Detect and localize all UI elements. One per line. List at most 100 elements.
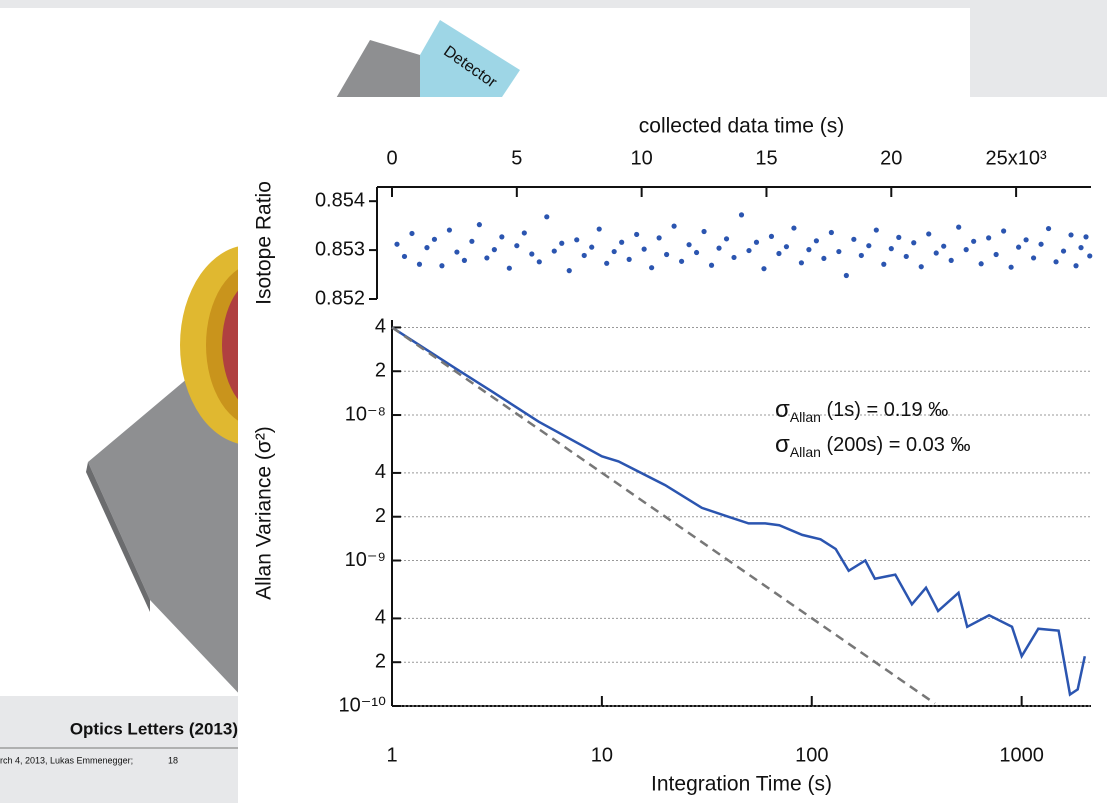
scatter-point xyxy=(941,243,947,249)
scatter-point xyxy=(1068,232,1074,238)
annotation-text: (1s) = 0.19 ‰ xyxy=(821,399,948,421)
scatter-point xyxy=(1030,255,1037,261)
annotation-text: (200s) = 0.03 ‰ xyxy=(821,434,971,456)
scatter-point xyxy=(693,249,700,256)
y-tick-label: 0.852 xyxy=(315,287,365,309)
scatter-point xyxy=(454,249,460,255)
scatter-point xyxy=(476,222,482,228)
page-number: 18 xyxy=(168,755,178,765)
x-tick-label: 10 xyxy=(591,744,613,766)
scatter-point xyxy=(1087,253,1093,259)
scatter-point xyxy=(1001,228,1007,234)
scatter-point xyxy=(671,223,677,229)
x-tick-label: 0 xyxy=(386,147,397,169)
reference-line xyxy=(391,326,936,705)
y-tick-label: 2 xyxy=(375,650,386,672)
scatter-point xyxy=(461,257,467,263)
scatter-point xyxy=(1053,259,1059,265)
scatter-point xyxy=(806,247,812,253)
scatter-point xyxy=(896,234,902,240)
scatter-point xyxy=(783,244,790,250)
annotation-subscript: Allan xyxy=(790,444,821,460)
scatter-point xyxy=(664,251,670,258)
scatter-point xyxy=(933,250,939,256)
scatter-point xyxy=(1045,225,1052,232)
scatter-point xyxy=(761,266,767,272)
x-axis-label: Integration Time (s) xyxy=(651,773,832,796)
scatter-point xyxy=(1023,237,1029,243)
scatter-point xyxy=(768,233,775,239)
scatter-point xyxy=(971,238,977,244)
scatter-point xyxy=(581,252,587,259)
scatter-point xyxy=(1060,248,1067,254)
scatter-point xyxy=(1008,264,1014,270)
annotation: σAllan (1s) = 0.19 ‰ xyxy=(775,396,948,424)
scatter-point xyxy=(708,262,715,268)
scatter-point xyxy=(596,226,602,232)
scatter-point xyxy=(776,250,782,257)
scatter-point xyxy=(611,248,617,255)
scatter-point xyxy=(851,236,857,242)
scatter-point xyxy=(439,263,445,269)
scatter-point xyxy=(926,231,932,237)
scatter-point xyxy=(963,247,969,253)
y-tick-label: 4 xyxy=(375,461,386,483)
y-tick-label: 10⁻⁸ xyxy=(345,403,386,425)
scatter-point xyxy=(716,245,722,251)
scatter-point xyxy=(821,255,827,262)
scatter-point xyxy=(469,238,475,244)
scatter-point xyxy=(536,259,542,265)
x-tick-label: 5 xyxy=(511,147,522,169)
scatter-point xyxy=(424,245,430,251)
scatter-point xyxy=(521,230,527,236)
scatter-point xyxy=(978,261,984,267)
y-tick-label: 0.854 xyxy=(315,189,365,211)
scatter-point xyxy=(1016,244,1022,250)
scatter-point xyxy=(431,236,438,242)
scatter-point xyxy=(619,239,625,245)
scatter-point xyxy=(918,264,924,270)
y-axis-label: Allan Variance (σ²) xyxy=(253,426,276,600)
x-tick-label: 15 xyxy=(755,147,777,169)
scatter-point xyxy=(626,256,632,262)
scatter-point xyxy=(446,227,453,233)
scatter-point xyxy=(656,235,662,241)
x-tick-label: 100 xyxy=(795,744,828,766)
scatter-point xyxy=(731,254,737,261)
scatter-point xyxy=(484,255,490,261)
scatter-point xyxy=(753,239,760,245)
scatter-point xyxy=(881,261,887,267)
scatter-point xyxy=(746,247,752,254)
annotation-subscript: Allan xyxy=(790,409,821,425)
y-tick-label: 2 xyxy=(375,505,386,527)
scatter-point xyxy=(1083,234,1089,240)
scatter-point xyxy=(491,247,497,253)
x-tick-label: 10 xyxy=(631,147,653,169)
scatter-point xyxy=(738,212,745,218)
scatter-point xyxy=(888,246,894,252)
x-tick-label: 1 xyxy=(386,744,397,766)
y-tick-label: 4 xyxy=(375,316,386,338)
annotation-symbol: σ xyxy=(775,396,790,423)
annotation: σAllan (200s) = 0.03 ‰ xyxy=(775,431,970,459)
scatter-point xyxy=(956,224,962,230)
scatter-point xyxy=(723,236,730,242)
scatter-point xyxy=(866,243,872,249)
scatter-point xyxy=(911,240,917,246)
data-line xyxy=(391,326,1087,697)
y-tick-label: 4 xyxy=(375,607,386,629)
scatter-point xyxy=(1078,245,1084,251)
scatter-point xyxy=(873,227,879,233)
scatter-point xyxy=(506,265,512,271)
y-tick-label: 10⁻⁹ xyxy=(345,549,386,571)
scatter-point xyxy=(394,241,400,247)
x-tick-label: 25x10³ xyxy=(986,147,1047,169)
scatter-point xyxy=(903,253,909,260)
scatter-point xyxy=(401,253,408,260)
scatter-point xyxy=(416,261,423,267)
scatter-point xyxy=(678,258,685,264)
y-tick-label: 0.853 xyxy=(315,238,365,260)
scatter-point xyxy=(1073,263,1079,269)
scatter-point xyxy=(1038,241,1044,247)
